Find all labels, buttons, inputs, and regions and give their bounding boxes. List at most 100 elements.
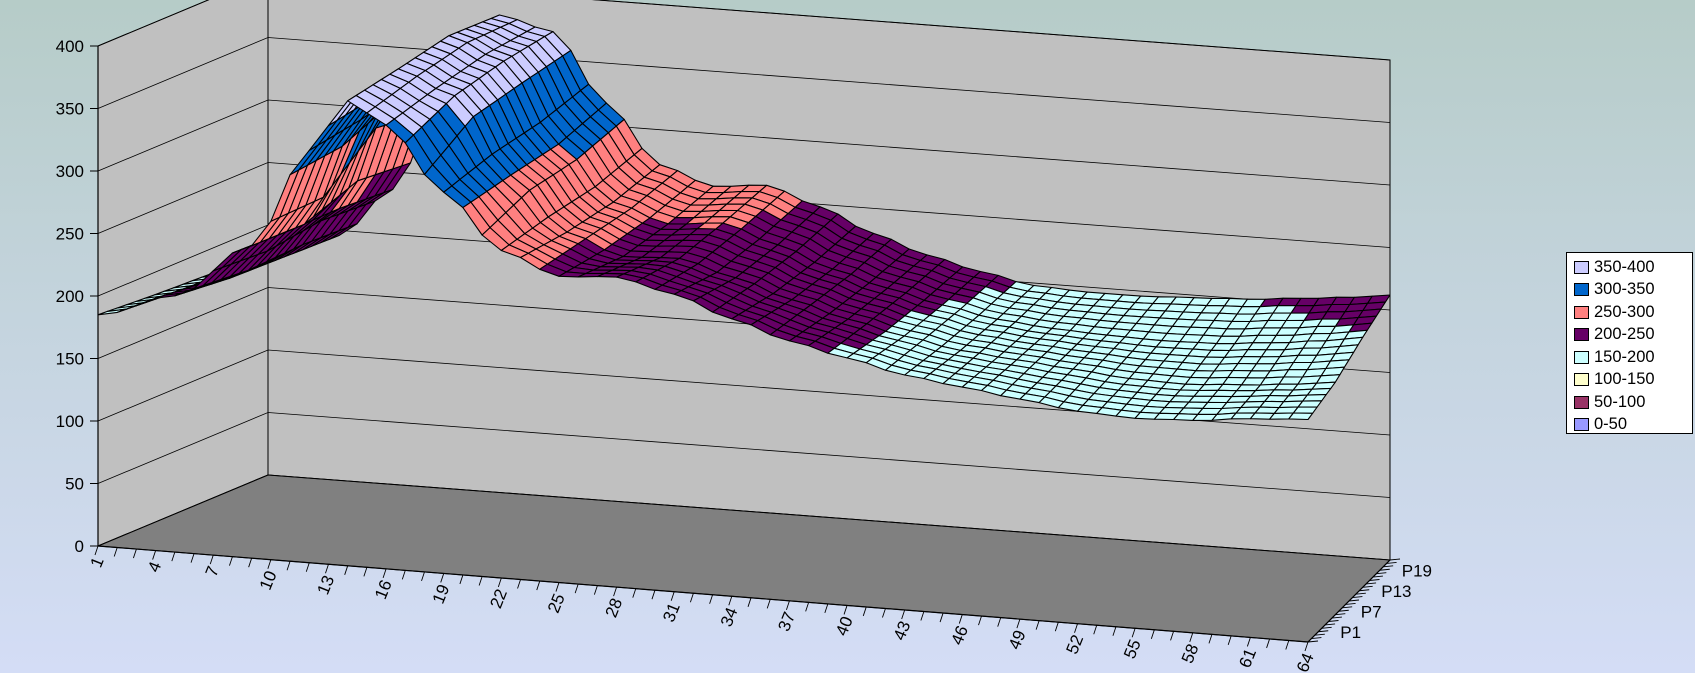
x-tick-mark xyxy=(132,548,137,559)
z-tick-label: 350 xyxy=(56,100,84,119)
depth-tick-label: P13 xyxy=(1381,582,1411,601)
gridline xyxy=(97,0,1391,61)
z-tick-label: 400 xyxy=(56,37,84,56)
x-tick-mark xyxy=(286,561,291,571)
depth-tick-mark xyxy=(1386,561,1397,564)
x-tick-label: 64 xyxy=(1293,650,1318,673)
depth-tick-mark xyxy=(1379,568,1390,571)
depth-tick-mark xyxy=(1359,589,1370,592)
x-tick-mark xyxy=(1131,628,1136,638)
x-tick-mark xyxy=(555,582,560,592)
x-tick-mark xyxy=(1304,641,1309,652)
depth-tick-mark xyxy=(1321,626,1332,629)
depth-tick-mark xyxy=(1314,633,1325,636)
depth-tick-mark xyxy=(1338,609,1349,612)
x-tick-mark xyxy=(401,570,406,580)
depth-tick-mark xyxy=(1376,572,1387,575)
legend: 350-400 300-350 250-300 200-250 150-200 … xyxy=(1566,252,1693,434)
x-tick-mark xyxy=(1189,632,1194,642)
legend-item-350-400: 350-400 xyxy=(1574,256,1692,279)
surface-mesh xyxy=(97,14,1391,421)
legend-swatch xyxy=(1574,395,1589,409)
legend-item-50-100: 50-100 xyxy=(1574,391,1692,414)
depth-tick-mark xyxy=(1307,640,1319,643)
z-tick-label: 150 xyxy=(56,350,84,369)
legend-label: 200-250 xyxy=(1594,325,1655,344)
x-tick-mark xyxy=(747,597,752,607)
depth-tick-label: P19 xyxy=(1402,561,1432,580)
depth-tick-mark xyxy=(1355,592,1366,595)
x-tick-mark xyxy=(152,550,157,560)
x-tick-mark xyxy=(1170,631,1174,641)
x-tick-mark xyxy=(901,609,906,620)
x-tick-mark xyxy=(824,603,829,614)
depth-tick-mark xyxy=(1318,630,1329,633)
legend-label: 150-200 xyxy=(1594,347,1655,366)
x-tick-mark xyxy=(267,559,272,569)
x-tick-mark xyxy=(843,605,848,615)
depth-tick-mark xyxy=(1362,585,1373,588)
x-tick-mark xyxy=(862,606,867,617)
depth-tick-mark xyxy=(1325,623,1336,626)
depth-tick-mark xyxy=(1331,616,1342,619)
depth-tick-mark xyxy=(1311,637,1322,640)
x-tick-mark xyxy=(574,583,579,594)
legend-item-150-200: 150-200 xyxy=(1574,346,1692,369)
x-tick-mark xyxy=(670,591,675,601)
depth-tick-mark xyxy=(1348,599,1360,602)
x-tick-mark xyxy=(363,567,368,577)
legend-swatch xyxy=(1574,373,1589,387)
x-tick-mark xyxy=(440,573,445,583)
legend-swatch xyxy=(1574,260,1589,274)
gridline xyxy=(97,162,1391,248)
x-tick-mark xyxy=(190,553,195,563)
x-tick-mark xyxy=(344,565,349,575)
x-tick-mark xyxy=(805,602,810,612)
x-tick-mark xyxy=(478,576,483,586)
x-tick-mark xyxy=(1035,620,1040,630)
x-tick-mark xyxy=(786,600,790,610)
x-tick-mark xyxy=(997,617,1002,627)
gridline xyxy=(97,37,1391,123)
x-tick-mark xyxy=(978,615,982,626)
legend-label: 350-400 xyxy=(1594,257,1655,276)
x-tick-mark xyxy=(651,590,656,600)
legend-item-200-250: 200-250 xyxy=(1574,324,1692,347)
legend-swatch xyxy=(1574,328,1589,342)
x-tick-mark xyxy=(920,611,925,621)
x-tick-mark xyxy=(1150,629,1155,639)
x-tick-mark xyxy=(325,564,329,574)
x-tick-mark xyxy=(459,574,464,585)
x-tick-mark xyxy=(421,571,425,582)
x-tick-mark xyxy=(229,556,233,566)
depth-tick-label: P7 xyxy=(1361,602,1382,621)
x-tick-mark xyxy=(497,577,502,588)
z-tick-label: 200 xyxy=(56,287,84,306)
gridline xyxy=(97,349,1391,436)
z-tick-label: 100 xyxy=(56,412,84,431)
depth-tick-mark xyxy=(1345,602,1356,605)
surface-cell xyxy=(1297,400,1323,408)
x-tick-mark xyxy=(113,547,118,557)
x-tick-mark xyxy=(382,568,387,578)
legend-item-100-150: 100-150 xyxy=(1574,369,1692,392)
x-tick-mark xyxy=(1227,635,1232,646)
legend-swatch xyxy=(1574,283,1589,297)
depth-tick-mark xyxy=(1342,606,1353,609)
gridline xyxy=(97,412,1391,498)
legend-swatch xyxy=(1574,350,1589,364)
x-tick-mark xyxy=(766,599,771,609)
x-tick-mark xyxy=(1112,626,1117,636)
legend-swatch xyxy=(1574,305,1589,319)
x-tick-mark xyxy=(248,558,253,568)
x-tick-mark xyxy=(517,579,521,589)
depth-tick-mark xyxy=(1328,620,1339,622)
x-tick-mark xyxy=(94,545,99,556)
depth-tick-mark xyxy=(1366,582,1377,585)
legend-label: 300-350 xyxy=(1594,280,1655,299)
legend-label: 50-100 xyxy=(1594,392,1646,411)
depth-tick-mark xyxy=(1389,558,1401,561)
depth-tick-mark xyxy=(1335,613,1346,616)
